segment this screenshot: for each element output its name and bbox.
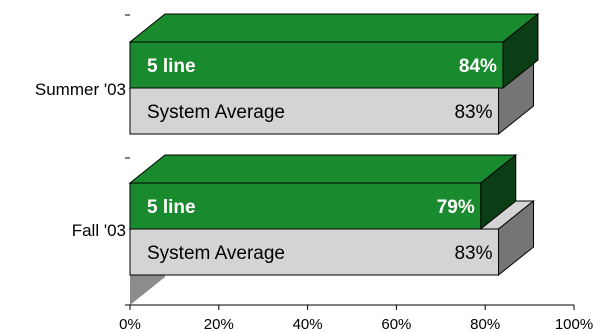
bar-5-line [129,41,504,89]
bar-top-face [128,154,518,184]
bar-top-face [128,13,540,43]
bar-series-label: System Average [147,243,285,264]
category-label: Summer '03 [35,80,126,99]
bar-value-label: 83% [454,243,492,264]
x-tick-label: 20% [204,316,234,333]
bar-series-label: System Average [147,102,285,123]
chart-axes: 0% 20% 40% 60% 80% 100% Summer '03 Fall '03 [35,14,593,333]
category-label: Fall '03 [72,221,126,240]
x-tick-label: 40% [293,316,323,333]
x-tick-label: 0% [119,316,141,333]
bar-value-label: 83% [454,102,492,123]
x-tick-label: 80% [470,316,500,333]
x-tick-label: 60% [381,316,411,333]
bar-series-label: 5 line [147,197,196,218]
chart-bars: System Average 83% 5 line 84% System Average… [128,12,540,277]
bar-series-label: 5 line [147,56,196,77]
x-tick-label: 100% [555,316,593,333]
bar-system-average [129,228,500,276]
bar-value-label: 79% [437,197,475,218]
bar-value-label: 84% [459,56,497,77]
bar-5-line [129,182,482,230]
